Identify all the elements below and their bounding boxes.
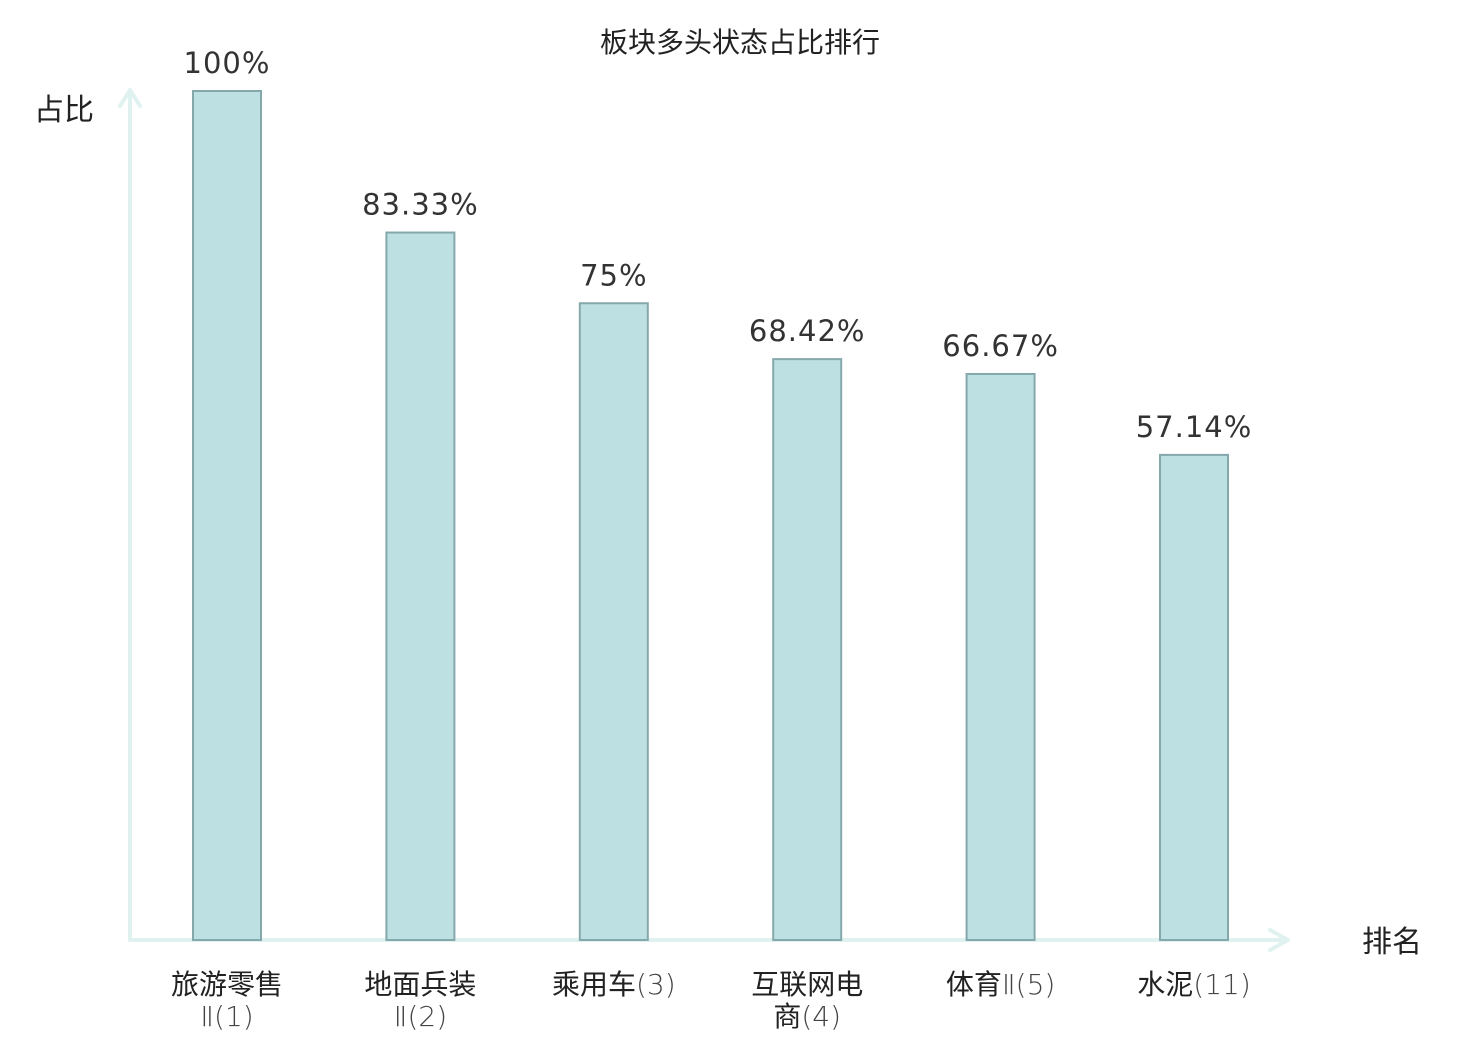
x-axis-label: 排名	[1362, 925, 1422, 960]
category-label: 旅游零售	[171, 968, 283, 1001]
bar-value-label: 66.67%	[942, 329, 1059, 363]
category-label: 水泥(11)	[1137, 968, 1251, 1001]
bar	[385, 231, 456, 941]
category-label: 地面兵装	[364, 968, 476, 1001]
category-label: Ⅱ(1)	[200, 1000, 253, 1033]
y-axis-arrow	[118, 88, 142, 108]
bar-value-label: 100%	[184, 46, 271, 80]
bar	[965, 372, 1036, 942]
category-label: 乘用车(3)	[552, 968, 676, 1001]
bar	[772, 358, 843, 941]
category-label: Ⅱ(2)	[394, 1000, 447, 1033]
chart-title: 板块多头状态占比排行	[600, 26, 880, 59]
bar-value-label: 75%	[580, 258, 647, 292]
category-label: 互联网电	[751, 968, 863, 1001]
axes	[118, 88, 1290, 952]
bar	[192, 90, 262, 941]
bar	[1159, 453, 1229, 941]
x-axis-arrow	[1268, 928, 1290, 952]
bar-value-label: 57.14%	[1136, 410, 1253, 444]
category-label: 体育Ⅱ(5)	[946, 968, 1055, 1001]
bar-value-label: 68.42%	[749, 314, 866, 348]
value-labels-group: 100% 83.33% 75% 68.42% 66.67% 57.14%	[184, 46, 1253, 444]
category-label: 商(4)	[773, 1000, 841, 1033]
bar	[578, 302, 649, 941]
bars-group	[192, 90, 1229, 942]
y-axis-label: 占比	[34, 93, 94, 128]
bar-value-label: 83.33%	[362, 188, 479, 222]
